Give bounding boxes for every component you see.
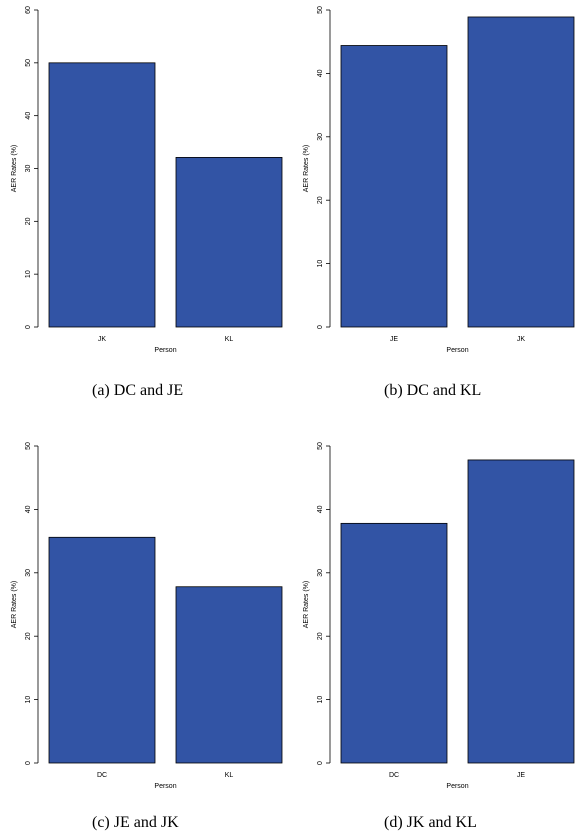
category-label: JK bbox=[517, 336, 526, 343]
y-tick-label: 0 bbox=[317, 761, 324, 765]
bar-jk bbox=[467, 16, 575, 328]
y-tick-label: 30 bbox=[25, 165, 32, 173]
chart-panel-c: 0 10 20 30 40 50 AER Rates (%) DC KL Person (c) J… bbox=[0, 436, 292, 836]
category-label: KL bbox=[225, 336, 234, 343]
caption-b: (b) DC and KL bbox=[384, 382, 482, 399]
x-axis-label: Person bbox=[154, 783, 176, 790]
category-label: DC bbox=[389, 772, 399, 779]
y-tick-label: 40 bbox=[317, 505, 324, 513]
bar-chart-c: 0 10 20 30 40 50 AER Rates (%) DC KL Person bbox=[11, 442, 283, 790]
bar-je bbox=[467, 459, 575, 764]
y-tick-label: 40 bbox=[317, 69, 324, 77]
bar-dc bbox=[48, 536, 156, 764]
x-axis-label: Person bbox=[446, 783, 468, 790]
y-axis-label: AER Rates (%) bbox=[11, 145, 18, 192]
bar-chart-d: 0 10 20 30 40 50 AER Rates (%) DC JE Person bbox=[303, 442, 575, 790]
bar-kl bbox=[175, 157, 283, 328]
y-axis-label: AER Rates (%) bbox=[303, 581, 310, 628]
bar-je bbox=[340, 45, 448, 328]
y-tick-label: 10 bbox=[317, 696, 324, 704]
bar-dc bbox=[340, 522, 448, 764]
caption-a: (a) DC and JE bbox=[92, 382, 184, 399]
y-tick-label: 30 bbox=[25, 569, 32, 577]
chart-panel-d: 0 10 20 30 40 50 AER Rates (%) DC JE Person (d) J… bbox=[292, 436, 584, 836]
y-tick-label: 30 bbox=[317, 133, 324, 141]
y-tick-label: 50 bbox=[317, 6, 324, 14]
y-tick-label: 10 bbox=[25, 696, 32, 704]
y-axis-label: AER Rates (%) bbox=[303, 145, 310, 192]
category-label: JK bbox=[98, 336, 107, 343]
chart-panel-a: 0 10 20 30 40 50 60 AER Rates (%) JK KL Person (a)… bbox=[0, 0, 292, 410]
y-tick-label: 20 bbox=[25, 217, 32, 225]
y-tick-label: 0 bbox=[25, 325, 32, 329]
y-tick-label: 20 bbox=[25, 632, 32, 640]
y-tick-label: 10 bbox=[25, 270, 32, 278]
y-tick-label: 40 bbox=[25, 112, 32, 120]
category-label: DC bbox=[97, 772, 107, 779]
caption-c: (c) JE and JK bbox=[92, 814, 179, 831]
category-label: KL bbox=[225, 772, 234, 779]
y-tick-label: 20 bbox=[317, 632, 324, 640]
caption-d: (d) JK and KL bbox=[384, 814, 477, 831]
y-tick-label: 40 bbox=[25, 505, 32, 513]
y-tick-label: 50 bbox=[317, 442, 324, 450]
y-tick-label: 10 bbox=[317, 260, 324, 268]
x-axis-label: Person bbox=[446, 347, 468, 354]
y-tick-label: 20 bbox=[317, 196, 324, 204]
y-tick-label: 0 bbox=[317, 325, 324, 329]
bar-jk bbox=[48, 62, 156, 328]
y-tick-label: 30 bbox=[317, 569, 324, 577]
y-tick-label: 0 bbox=[25, 761, 32, 765]
bar-kl bbox=[175, 586, 283, 764]
bar-chart-a: 0 10 20 30 40 50 60 AER Rates (%) JK KL Person bbox=[11, 6, 283, 354]
y-tick-label: 50 bbox=[25, 59, 32, 67]
y-axis-label: AER Rates (%) bbox=[11, 581, 18, 628]
bar-chart-b: 0 10 20 30 40 50 AER Rates (%) JE JK Person bbox=[303, 6, 575, 354]
y-tick-label: 60 bbox=[25, 6, 32, 14]
chart-panel-b: 0 10 20 30 40 50 AER Rates (%) JE JK Person (b) D… bbox=[292, 0, 584, 410]
category-label: JE bbox=[390, 336, 399, 343]
y-tick-label: 50 bbox=[25, 442, 32, 450]
category-label: JE bbox=[517, 772, 526, 779]
x-axis-label: Person bbox=[154, 347, 176, 354]
